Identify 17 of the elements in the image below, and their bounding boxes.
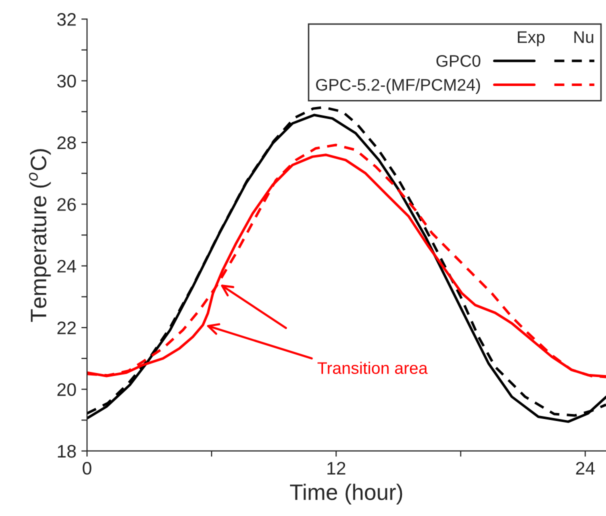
text: Exp Nu	[518, 31, 594, 46]
y-tick-label: 24	[57, 260, 76, 272]
x-tick-label: 24	[576, 462, 595, 474]
y-tick-label: 30	[57, 74, 76, 88]
y-tick-label: 18	[58, 444, 76, 458]
y-axis-title: Temperature ($^{o}$C)	[28, 149, 51, 322]
y-tick-label: 28	[57, 136, 76, 150]
legend-label: GPC-5.2-(MF/PCM24)	[316, 78, 480, 94]
legend-label: GPC0	[436, 55, 480, 67]
y-tick-label: 32	[57, 13, 76, 26]
y-tick-label: 20	[57, 383, 76, 396]
y-tick-label: 22	[57, 322, 76, 334]
x-tick-label: 0	[82, 462, 92, 475]
x-axis-title: Time (hour)	[290, 484, 402, 504]
y-tick-label: 26	[57, 198, 76, 211]
x-tick-label: 12	[327, 462, 346, 474]
annotation: Transition area	[318, 362, 428, 374]
